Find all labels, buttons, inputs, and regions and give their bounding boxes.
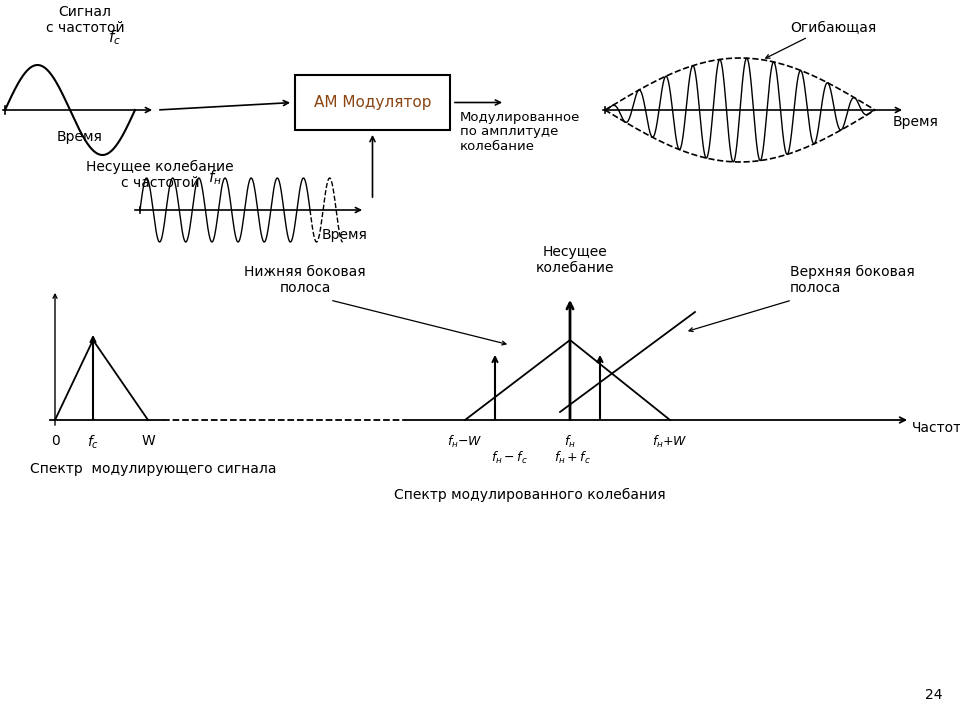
Text: Время: Время: [57, 130, 103, 144]
Text: $f_н$: $f_н$: [208, 168, 222, 186]
Text: $f_c$: $f_c$: [108, 28, 121, 47]
Text: Время: Время: [893, 115, 939, 129]
Text: Спектр  модулирующего сигнала: Спектр модулирующего сигнала: [30, 462, 276, 476]
Text: $f_н{-}W$: $f_н{-}W$: [447, 434, 483, 450]
Text: $f_н - f_c$: $f_н - f_c$: [492, 450, 528, 466]
Text: Нижняя боковая
полоса: Нижняя боковая полоса: [244, 265, 366, 295]
Text: Модулированное
по амплитуде
колебание: Модулированное по амплитуде колебание: [460, 110, 581, 153]
Text: $f_c$: $f_c$: [87, 434, 99, 451]
Text: Несущее
колебание: Несущее колебание: [536, 245, 614, 275]
Text: 24: 24: [924, 688, 942, 702]
Text: W: W: [141, 434, 155, 448]
Text: $f_н{+}W$: $f_н{+}W$: [652, 434, 688, 450]
Text: Верхняя боковая
полоса: Верхняя боковая полоса: [790, 265, 915, 295]
Text: Время: Время: [322, 228, 368, 242]
Text: $f_н$: $f_н$: [564, 434, 576, 450]
Text: Несущее колебание
с частотой: Несущее колебание с частотой: [86, 160, 234, 190]
Text: АМ Модулятор: АМ Модулятор: [314, 95, 431, 110]
Text: $f_н + f_c$: $f_н + f_c$: [554, 450, 591, 466]
Text: Спектр модулированного колебания: Спектр модулированного колебания: [395, 488, 666, 502]
FancyBboxPatch shape: [295, 75, 450, 130]
Text: Огибающая: Огибающая: [790, 21, 876, 35]
Text: Сигнал
с частотой: Сигнал с частотой: [46, 5, 124, 35]
Text: 0: 0: [51, 434, 60, 448]
Text: Частота: Частота: [912, 421, 960, 435]
